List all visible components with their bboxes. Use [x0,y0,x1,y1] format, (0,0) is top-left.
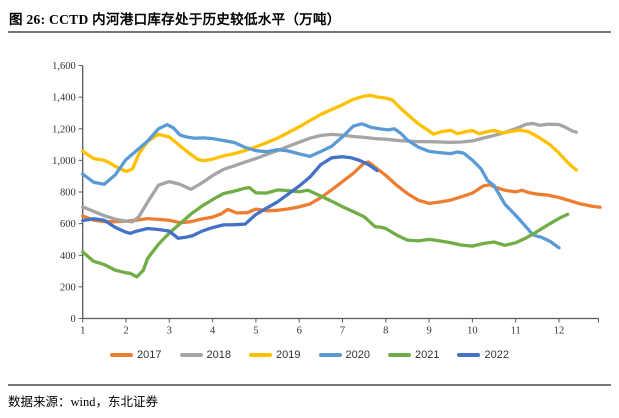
legend-label-2018: 2018 [206,349,232,361]
y-tick-label: 1,400 [52,93,76,104]
x-tick-label: 8 [383,326,388,337]
legend-item-2020: 2020 [318,349,370,361]
x-tick-label: 1 [80,326,85,337]
legend-item-2021: 2021 [387,349,440,361]
y-tick-label: 0 [70,314,75,325]
legend-item-2018: 2018 [179,349,232,361]
y-tick-label: 1,000 [52,156,76,167]
series-line-2018 [81,121,578,224]
y-tick-label: 600 [60,219,76,230]
series-line-2020 [81,122,561,250]
data-source: 数据来源：wind，东北证券 [8,395,159,409]
x-tick-label: 3 [167,326,172,337]
x-tick-label: 6 [297,326,302,337]
figure-title: 图 26: CCTD 内河港口库存处于历史较低水平（万吨） [9,12,341,27]
legend-swatch-2018 [179,353,203,357]
x-tick-label: 4 [210,326,216,337]
series-line-2019 [81,93,578,174]
x-tick-label: 10 [467,326,478,337]
x-tick-label: 5 [253,326,258,337]
legend-item-2019: 2019 [249,349,301,361]
legend-swatch-2022 [457,353,481,357]
legend-label-2017: 2017 [137,349,162,361]
legend-item-2017: 2017 [110,349,162,361]
legend-item-2022: 2022 [457,349,509,361]
legend-swatch-2021 [387,353,411,357]
footer-divider [8,384,611,386]
series-line-2021 [81,185,570,279]
x-tick-label: 11 [511,326,521,337]
series-line-2022 [81,155,379,240]
legend-swatch-2017 [110,353,134,357]
x-tick-label: 2 [123,326,128,337]
y-tick-label: 800 [60,188,76,199]
x-tick-label: 7 [340,326,345,337]
chart-legend: 2017 2018 2019 2020 2021 2022 [0,349,619,361]
y-tick-label: 400 [60,251,76,262]
y-tick-label: 1,600 [52,61,76,72]
legend-label-2020: 2020 [345,349,370,361]
title-divider [8,31,611,33]
legend-label-2019: 2019 [276,349,301,361]
series-line-2017 [81,160,602,225]
legend-label-2022: 2022 [484,349,509,361]
legend-swatch-2019 [249,353,273,357]
legend-label-2021: 2021 [414,349,440,361]
y-tick-label: 200 [60,282,76,293]
x-tick-label: 9 [426,326,431,337]
x-tick-label: 12 [554,326,565,337]
legend-swatch-2020 [318,353,342,357]
y-tick-label: 1,200 [52,124,76,135]
